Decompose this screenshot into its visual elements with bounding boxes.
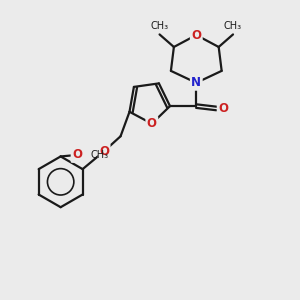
Text: O: O	[191, 28, 201, 41]
Text: O: O	[147, 117, 157, 130]
Text: CH₃: CH₃	[151, 21, 169, 31]
Text: CH₃: CH₃	[91, 150, 109, 160]
Text: N: N	[191, 76, 201, 89]
Text: O: O	[99, 145, 109, 158]
Text: CH₃: CH₃	[224, 21, 242, 31]
Text: O: O	[72, 148, 82, 161]
Text: O: O	[218, 102, 228, 115]
